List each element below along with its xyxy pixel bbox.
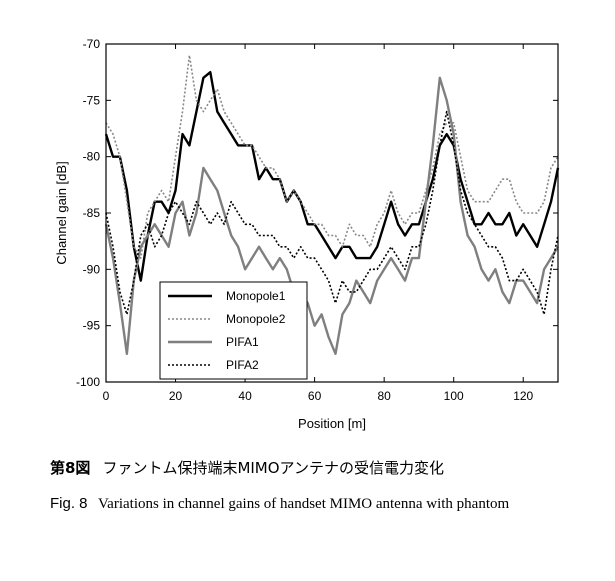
legend-label-pifa1: PIFA1 xyxy=(226,335,259,349)
series-line-pifa2 xyxy=(105,110,559,316)
x-axis-label: Position [m] xyxy=(298,416,366,431)
caption-text-japanese: ファントム保持端末MIMOアンテナの受信電力変化 xyxy=(102,459,444,477)
figure-caption-japanese: 第8図 ファントム保持端末MIMOアンテナの受信電力変化 xyxy=(50,458,444,478)
axis-ticks: 0 20 40 60 80 100 120 -70 -75 -80 -85 -90 -95 -100 xyxy=(76,37,558,403)
legend: Monopole1 Monopole2 PIFA1 PIFA2 xyxy=(159,281,308,380)
series-line-monopole2 xyxy=(105,54,559,259)
figure-number-english: Fig. 8 xyxy=(50,495,88,512)
y-tick-label: -95 xyxy=(83,319,101,333)
x-tick-label: 40 xyxy=(238,389,252,403)
y-tick-label: -90 xyxy=(83,262,101,276)
plot-lines xyxy=(104,54,560,355)
x-tick-label: 60 xyxy=(308,389,322,403)
figure-caption-english: Fig. 8 Variations in channel gains of ha… xyxy=(50,493,572,515)
legend-label-pifa2: PIFA2 xyxy=(226,358,259,372)
x-tick-label: 120 xyxy=(513,389,533,403)
y-axis-label: Channel gain [dB] xyxy=(54,161,69,264)
legend-box xyxy=(159,281,308,380)
x-tick-label: 0 xyxy=(103,389,110,403)
legend-label-monopole1: Monopole1 xyxy=(226,289,286,303)
x-tick-label: 100 xyxy=(444,389,464,403)
y-tick-label: -75 xyxy=(83,93,101,107)
legend-label-monopole2: Monopole2 xyxy=(226,312,286,326)
y-tick-label: -85 xyxy=(83,206,101,220)
y-tick-label: -80 xyxy=(83,150,101,164)
y-tick-label: -70 xyxy=(83,37,101,51)
series-line-monopole1 xyxy=(104,70,560,282)
x-tick-label: 80 xyxy=(377,389,391,403)
caption-text-english: Variations in channel gains of handset M… xyxy=(98,496,510,512)
chart: 0 20 40 60 80 100 120 -70 -75 -80 -85 -90 -95 -100 Po… xyxy=(54,37,560,431)
series-line-pifa1 xyxy=(104,76,560,355)
x-tick-label: 20 xyxy=(169,389,183,403)
figure-number-japanese: 第8図 xyxy=(50,459,91,477)
y-tick-label: -100 xyxy=(76,375,100,389)
